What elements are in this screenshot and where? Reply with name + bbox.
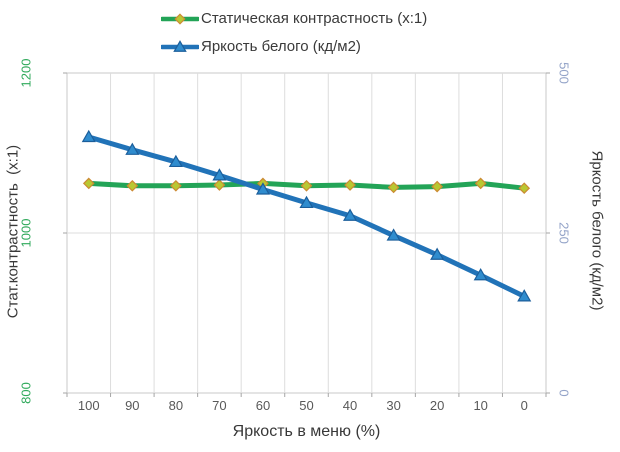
x-tick-label: 60: [256, 398, 270, 413]
legend-item-brightness: Яркость белого (кд/м2): [161, 35, 427, 58]
right-tick-label: 250: [556, 222, 571, 244]
triangle-marker-icon: [125, 142, 140, 155]
diamond-marker-icon: [518, 182, 531, 195]
triangle-marker-icon: [81, 129, 96, 143]
diamond-marker-icon: [213, 179, 226, 191]
triangle-marker-icon: [517, 289, 532, 302]
triangle-marker-icon: [255, 182, 270, 195]
diamond-marker-icon: [82, 177, 95, 190]
left-tick-label: 1000: [19, 219, 34, 248]
right-tick-label: 0: [556, 389, 571, 396]
diamond-marker-icon: [387, 181, 400, 194]
x-tick-label: 0: [521, 398, 528, 413]
x-tick-label: 70: [212, 398, 226, 413]
x-tick-label: 90: [125, 398, 139, 413]
diamond-line-marker-icon: [161, 13, 199, 25]
left-tick-label: 800: [19, 382, 34, 404]
x-tick-label: 40: [343, 398, 357, 413]
diamond-marker-icon: [126, 179, 139, 192]
triangle-line-marker-icon: [161, 40, 199, 52]
x-tick-label: 80: [169, 398, 183, 413]
triangle-marker-icon: [173, 40, 187, 52]
x-tick-label: 30: [386, 398, 400, 413]
x-tick-label: 10: [473, 398, 487, 413]
right-tick-label: 500: [556, 62, 571, 84]
triangle-marker-icon: [212, 168, 227, 181]
x-axis-title: Яркость в меню (%): [232, 423, 381, 440]
triangle-marker-icon: [299, 195, 314, 209]
legend-label: Яркость белого (кд/м2): [201, 38, 361, 55]
triangle-marker-icon: [386, 228, 401, 241]
triangle-marker-icon: [168, 154, 183, 168]
legend-label: Статическая контрастность (x:1): [201, 10, 428, 27]
legend: Статическая контрастность (x:1) Яркость …: [161, 7, 427, 58]
diamond-marker-icon: [431, 180, 443, 193]
x-tick-label: 100: [78, 398, 100, 413]
legend-item-contrast: Статическая контрастность (x:1): [161, 7, 427, 30]
diamond-marker-icon: [344, 179, 356, 191]
x-tick-label: 20: [430, 398, 444, 413]
triangle-marker-icon: [430, 247, 445, 260]
diamond-marker-icon: [174, 13, 186, 25]
diamond-marker-icon: [170, 179, 182, 192]
triangle-marker-icon: [343, 208, 358, 221]
left-tick-label: 1200: [19, 59, 34, 88]
diamond-marker-icon: [474, 177, 487, 190]
diamond-marker-icon: [300, 179, 313, 192]
triangle-marker-icon: [473, 268, 488, 281]
x-tick-label: 50: [299, 398, 313, 413]
